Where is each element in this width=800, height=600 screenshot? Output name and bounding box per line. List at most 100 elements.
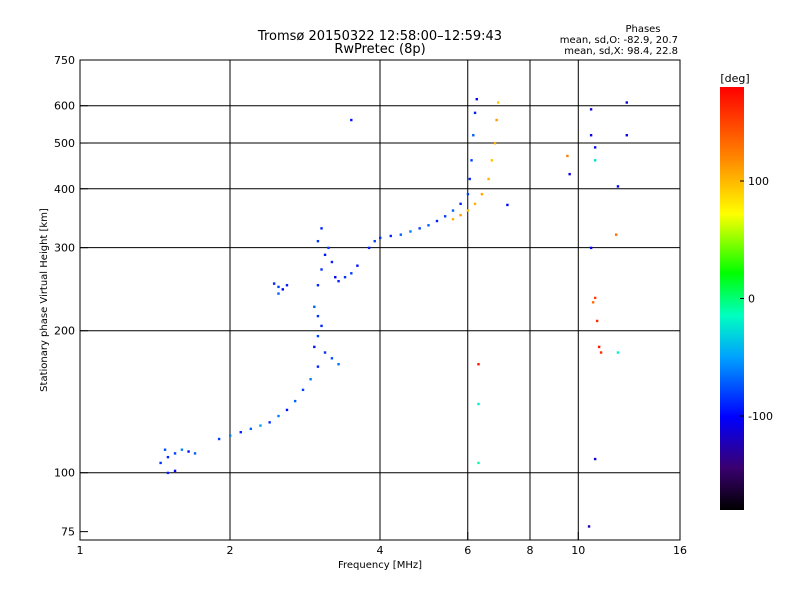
data-point xyxy=(350,118,353,122)
data-point xyxy=(301,388,305,392)
data-point xyxy=(285,408,289,412)
y-tick-label: 75 xyxy=(61,526,75,539)
data-point xyxy=(459,202,462,206)
x-tick-label: 8 xyxy=(527,544,534,557)
data-point xyxy=(379,236,382,240)
data-point xyxy=(459,213,462,217)
data-point xyxy=(443,215,447,218)
data-point xyxy=(316,314,320,318)
data-point xyxy=(616,351,620,354)
y-tick-label: 750 xyxy=(54,54,75,67)
colorbar-label: [deg] xyxy=(720,72,749,85)
data-point xyxy=(490,159,494,162)
data-point xyxy=(593,296,597,300)
data-point xyxy=(409,230,412,233)
data-point xyxy=(595,319,599,323)
data-point xyxy=(320,227,323,230)
data-points xyxy=(159,97,628,528)
data-point xyxy=(506,203,509,207)
data-point xyxy=(163,448,167,451)
stats-line-o: mean, sd,O: -82.9, 20.7 xyxy=(560,35,678,46)
data-point xyxy=(568,172,571,176)
data-point xyxy=(616,185,620,188)
data-point xyxy=(466,209,470,212)
data-point xyxy=(277,285,280,289)
y-tick-label: 100 xyxy=(54,467,75,480)
chart-title: Tromsø 20150322 12:58:00–12:59:43 xyxy=(257,29,502,44)
data-point xyxy=(343,275,347,279)
colorbar-tick-label: 0 xyxy=(748,293,755,306)
x-tick-label: 10 xyxy=(571,544,585,557)
x-tick-label: 1 xyxy=(77,544,84,557)
data-point xyxy=(480,192,484,196)
data-point xyxy=(180,448,184,451)
data-point xyxy=(320,324,323,328)
data-point xyxy=(217,437,221,441)
grid xyxy=(80,60,680,540)
data-point xyxy=(293,399,297,403)
data-point xyxy=(337,279,340,283)
data-point xyxy=(566,154,569,158)
data-point xyxy=(593,457,597,461)
data-point xyxy=(475,97,478,101)
colorbar-ticks: 100 0 -100 xyxy=(740,175,773,423)
chart-subtitle: RwPretec (8p) xyxy=(334,42,425,57)
data-point xyxy=(451,209,455,212)
data-point xyxy=(323,253,327,257)
data-point xyxy=(330,260,334,264)
data-point xyxy=(468,177,471,181)
data-point xyxy=(249,427,253,431)
colorbar-tick-label: -100 xyxy=(748,410,773,423)
data-point xyxy=(470,159,473,162)
x-axis-title: Frequency [MHz] xyxy=(338,560,422,571)
y-tick-label: 500 xyxy=(54,137,75,150)
data-point xyxy=(350,272,353,275)
data-point xyxy=(327,246,330,250)
data-point xyxy=(599,351,603,354)
data-point xyxy=(367,246,371,250)
data-point xyxy=(466,192,470,196)
data-point xyxy=(316,334,320,338)
data-point xyxy=(166,455,170,459)
data-point xyxy=(493,142,497,145)
stats-header: Phases xyxy=(625,24,660,35)
data-point xyxy=(496,101,500,104)
data-point xyxy=(427,224,430,227)
data-point xyxy=(334,275,337,279)
data-point xyxy=(614,233,618,236)
data-point xyxy=(285,284,289,287)
data-point xyxy=(309,378,312,381)
data-point xyxy=(473,202,477,206)
data-point xyxy=(477,363,480,366)
data-point xyxy=(587,525,591,528)
x-tick-label: 16 xyxy=(673,544,687,557)
data-point xyxy=(589,108,593,111)
data-point xyxy=(259,424,262,427)
data-point xyxy=(272,282,276,285)
data-point xyxy=(159,461,162,465)
data-point xyxy=(316,284,320,287)
data-point xyxy=(593,146,597,149)
data-point xyxy=(597,345,601,349)
x-tick-label: 4 xyxy=(377,544,384,557)
data-point xyxy=(389,234,392,238)
data-point xyxy=(589,134,593,137)
y-tick-label: 400 xyxy=(54,183,75,196)
y-tick-label: 300 xyxy=(54,242,75,255)
data-point xyxy=(268,421,271,424)
data-point xyxy=(229,434,232,437)
data-point xyxy=(477,402,480,406)
data-point xyxy=(277,292,280,295)
data-point xyxy=(435,219,439,223)
data-point xyxy=(591,301,595,304)
data-point xyxy=(373,239,376,243)
data-point xyxy=(356,264,359,267)
x-tick-label: 2 xyxy=(227,544,234,557)
data-point xyxy=(316,365,320,368)
data-point xyxy=(320,268,323,271)
data-point xyxy=(313,345,316,349)
data-point xyxy=(473,111,477,115)
colorbar-tick-label: 100 xyxy=(748,175,769,188)
axis-ticks: 1 2 4 6 8 10 16 75 100 200 300 400 500 600 750 xyxy=(54,54,687,557)
